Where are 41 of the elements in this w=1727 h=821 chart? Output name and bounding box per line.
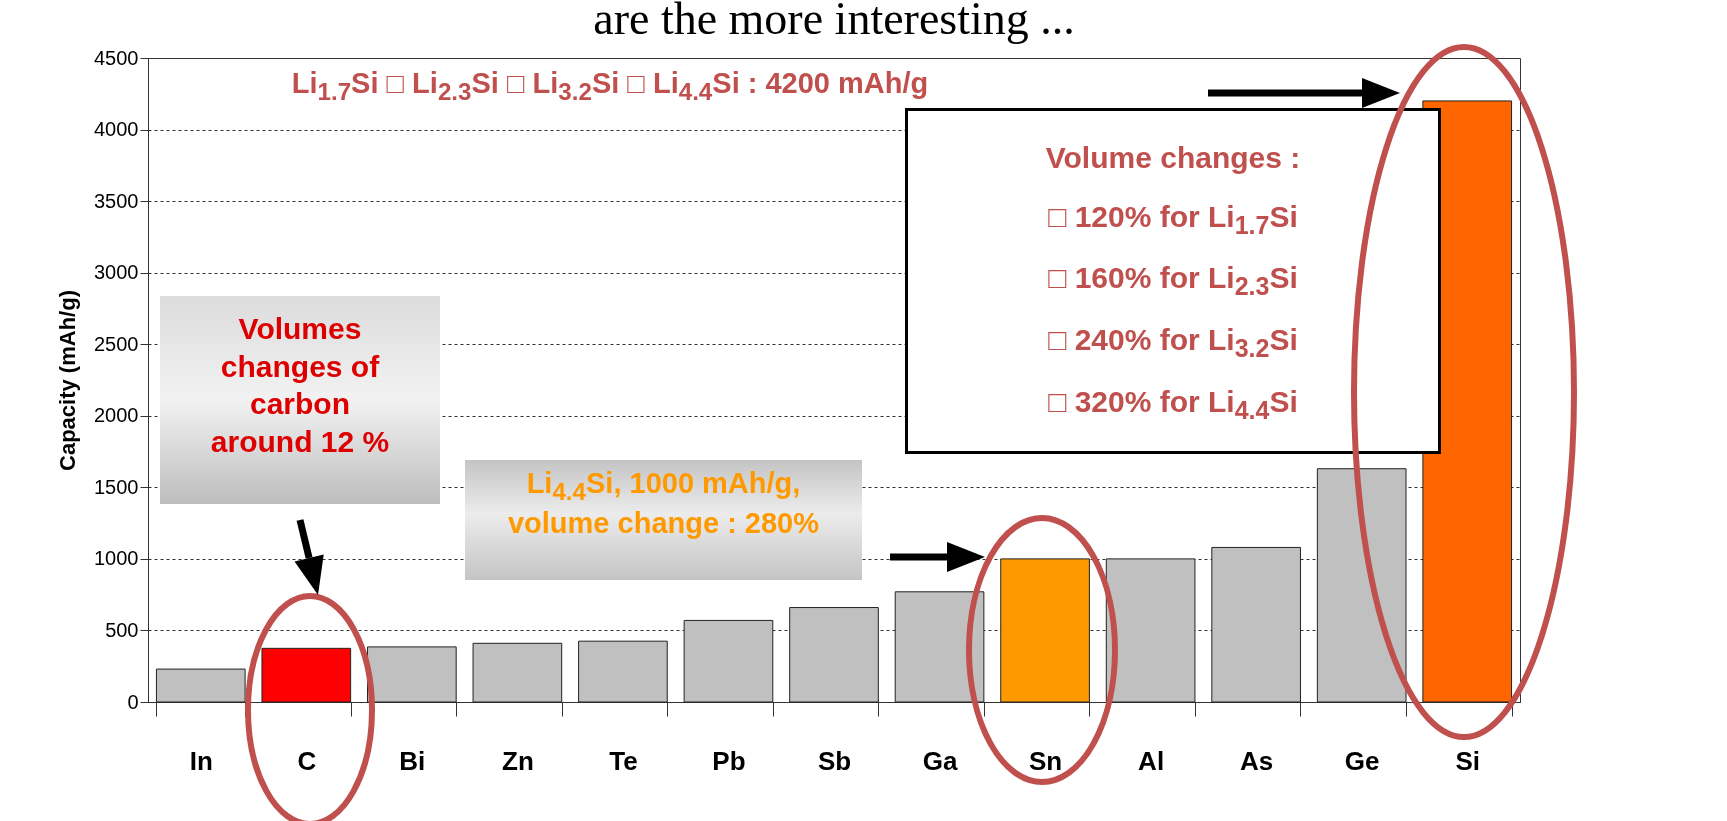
chart-title: are the more interesting ...: [593, 0, 1075, 44]
x-tick-label: In: [189, 745, 213, 776]
bar: [894, 591, 985, 703]
y-tick-label: 0: [127, 690, 139, 713]
x-tick-label: C: [297, 745, 317, 776]
y-tick-label: 3000: [94, 261, 139, 284]
y-tick-label: 1000: [94, 547, 139, 570]
y-tick-label: 2000: [94, 404, 139, 427]
text-box: Volume changes : □ 120% for Li$_{1.7}$Si □ 160% for Li$_{2.3}$Si □ 240% for Li$_{3.2}$Si □ 320% for Li$_{4.4}$Si: [905, 108, 1441, 454]
x-tick-label: Sn: [1028, 745, 1063, 776]
bar: [578, 640, 668, 703]
bar: [367, 646, 457, 703]
x-tick-label: Al: [1138, 745, 1165, 776]
x-tick-label: Zn: [502, 745, 534, 776]
bar: [261, 647, 352, 703]
x-tick-label: Pb: [712, 745, 746, 776]
y-tick-label: 2500: [94, 332, 139, 355]
x-tick-label: As: [1240, 745, 1274, 776]
y-tick-label: 4000: [94, 118, 139, 141]
bar: [1316, 468, 1407, 703]
x-tick-label: Si: [1455, 745, 1481, 776]
y-axis-title: Capacity (mAh/g): [55, 290, 81, 471]
bar: [789, 607, 879, 703]
x-tick-label: Ge: [1344, 745, 1380, 776]
bar: [155, 668, 246, 703]
bar: [1211, 546, 1301, 703]
text-box: Volumes changes of carbon around 12 %: [160, 296, 440, 504]
y-tick-label: 4500: [94, 46, 139, 69]
text-box: Li$_{4.4}$Si, 1000 mAh/g, volume change : 280%: [465, 460, 862, 580]
bar: [472, 642, 563, 703]
y-tick-label: 3500: [94, 189, 139, 212]
y-tick-label: 500: [105, 618, 139, 641]
text: Li$_{1.7}$Si □ Li$_{2.3}$Si □ Li$_{3.2}$Si □ Li$_{4.4}$Si : 4200 mAh/g: [291, 67, 929, 105]
x-tick-label: Bi: [399, 745, 426, 776]
y-tick-label: 1500: [94, 475, 139, 498]
x-tick-label: Te: [609, 745, 638, 776]
bar: [1000, 558, 1090, 703]
x-tick-label: Sb: [817, 745, 852, 776]
x-tick-label: Ga: [922, 745, 958, 776]
bar: [1105, 558, 1196, 703]
bar: [683, 619, 774, 703]
